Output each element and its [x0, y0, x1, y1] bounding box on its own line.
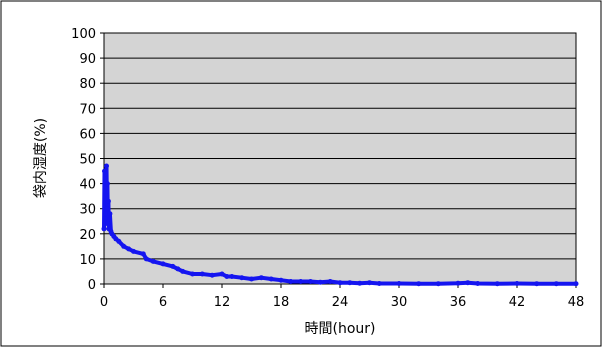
y-tick-label: 70: [79, 102, 96, 117]
data-point: [534, 281, 540, 287]
y-tick-label: 100: [71, 27, 96, 42]
x-tick-label: 30: [391, 295, 408, 310]
data-point: [209, 272, 215, 278]
data-point: [455, 280, 461, 286]
y-axis-label: 袋内湿度(%): [33, 118, 49, 198]
data-point: [239, 275, 245, 281]
y-tick-label: 20: [79, 228, 96, 243]
x-tick-label: 48: [568, 295, 585, 310]
data-point: [249, 276, 254, 282]
x-tick-label: 24: [332, 295, 349, 310]
data-point: [367, 280, 372, 286]
x-tick-label: 42: [509, 295, 526, 310]
y-tick-label: 90: [79, 52, 96, 67]
data-point: [107, 211, 113, 217]
data-point: [219, 271, 225, 277]
y-tick-label: 40: [79, 178, 96, 193]
x-tick-label: 6: [159, 295, 167, 310]
data-point: [475, 281, 481, 286]
data-point: [376, 281, 382, 286]
y-tick-label: 0: [88, 278, 96, 293]
data-point: [131, 248, 136, 254]
data-point: [104, 206, 110, 212]
data-point: [327, 279, 333, 284]
data-point: [102, 216, 108, 222]
data-point: [103, 171, 108, 177]
data-point: [121, 243, 127, 249]
data-point: [308, 279, 313, 284]
data-point: [465, 280, 471, 286]
data-point: [104, 181, 110, 187]
data-point: [288, 279, 294, 284]
data-point: [229, 274, 235, 279]
data-point: [105, 221, 111, 227]
x-tick-label: 36: [450, 295, 467, 310]
y-tick-label: 80: [79, 77, 96, 92]
x-tick-label: 0: [100, 295, 108, 310]
data-point: [337, 280, 343, 286]
data-point: [160, 261, 166, 267]
y-tick-label: 60: [79, 127, 96, 142]
data-point: [317, 279, 323, 285]
data-point: [573, 281, 579, 287]
data-point: [258, 275, 264, 281]
data-point: [103, 211, 109, 217]
data-point: [190, 271, 195, 277]
y-tick-label: 30: [79, 203, 96, 218]
data-point: [140, 251, 146, 257]
data-point: [104, 163, 109, 169]
y-tick-label: 10: [79, 253, 96, 268]
data-point: [180, 268, 186, 274]
data-point: [494, 281, 500, 287]
data-point: [396, 281, 402, 286]
series-layer: [101, 163, 579, 287]
data-point: [126, 246, 132, 252]
data-point: [553, 281, 559, 287]
data-point: [278, 277, 284, 283]
data-point: [435, 281, 441, 287]
x-tick-label: 18: [273, 295, 290, 310]
data-point: [514, 281, 520, 286]
data-point: [143, 256, 149, 262]
data-point: [170, 263, 176, 269]
data-point: [101, 226, 107, 232]
y-axis-tick-labels: 0 10 20 30 40 50 60 70 80 90 100: [71, 27, 96, 293]
gridlines: [100, 32, 577, 288]
x-tick-label: 12: [214, 295, 231, 310]
y-tick-label: 50: [79, 153, 96, 168]
data-point: [357, 280, 363, 286]
data-point: [105, 198, 111, 204]
data-point: [224, 274, 230, 279]
data-point: [116, 238, 122, 244]
data-point: [347, 280, 353, 286]
data-point: [199, 271, 205, 277]
data-point: [416, 281, 422, 287]
data-point: [268, 276, 274, 282]
data-point: [298, 279, 304, 284]
data-point: [175, 266, 181, 272]
x-axis-label: 時間(hour): [305, 321, 376, 337]
x-axis-tick-labels: 0 6 12 18 24 30 36 42 48: [100, 295, 584, 310]
data-point: [150, 258, 156, 264]
